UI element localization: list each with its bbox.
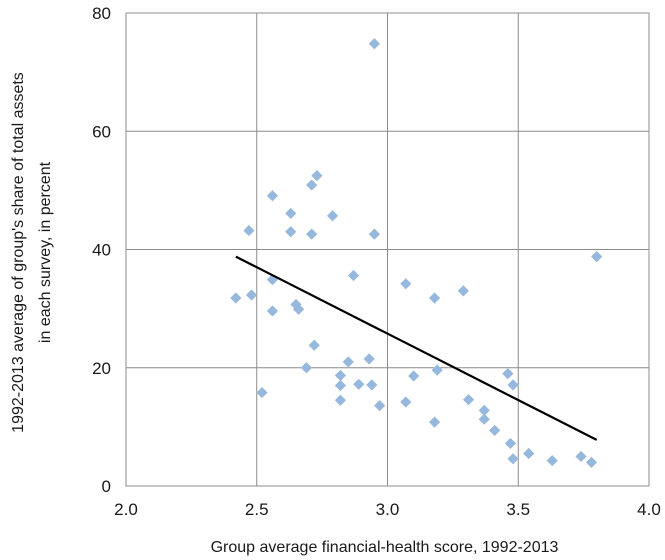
data-point [523,447,535,460]
data-point [266,190,279,202]
data-point [374,399,386,412]
data-point [311,169,323,182]
data-point [285,207,297,220]
x-tick-label: 3.0 [376,500,400,519]
data-point [408,370,420,382]
data-point [431,364,443,376]
data-point [285,226,297,238]
data-point [334,379,347,392]
data-point [300,362,313,374]
y-axis-ticks: 0 20 40 60 80 [92,4,111,496]
data-point [308,339,320,351]
data-point [489,424,501,437]
y-tick-label: 0 [102,477,111,496]
data-point [326,210,339,222]
x-tick-label: 2.5 [245,500,269,519]
data-point [363,353,375,365]
data-point [546,454,558,467]
data-point [290,298,302,311]
data-point [585,456,598,468]
data-point [230,292,242,304]
x-tick-label: 3.5 [506,500,530,519]
data-point [400,396,412,408]
data-point [502,368,514,380]
data-point [428,416,441,428]
data-point [353,378,365,390]
data-point [266,305,279,317]
y-axis-title-line1: 1992-2013 average of group's share of to… [10,72,27,433]
data-point [306,228,318,240]
data-point [400,278,412,290]
data-point [334,394,347,406]
data-point [462,394,475,406]
data-points [230,38,603,468]
plot-frame [125,12,650,487]
x-axis-title: Group average financial-health score, 19… [211,539,559,556]
data-point [366,379,378,391]
data-point [347,269,360,282]
y-tick-label: 80 [92,4,111,23]
data-point [243,224,255,237]
data-point [504,437,517,450]
data-point [334,369,347,382]
data-point [507,453,519,465]
data-point [256,386,268,399]
data-point [591,250,603,263]
data-point [478,413,490,425]
data-point [245,289,258,301]
data-point [507,379,519,391]
data-point [306,179,318,191]
y-tick-label: 20 [92,359,111,378]
x-tick-label: 2.0 [114,500,138,519]
x-tick-label: 4.0 [637,500,661,519]
y-axis-title-line2: in each survey, in percent [37,161,54,343]
data-point [575,450,587,463]
data-point [457,285,469,297]
data-point [368,38,381,50]
y-tick-label: 40 [92,241,111,260]
data-point [342,356,354,368]
x-axis-ticks: 2.0 2.5 3.0 3.5 4.0 [114,500,661,519]
data-point [292,303,305,315]
data-point [428,292,441,304]
y-tick-label: 60 [92,122,111,141]
data-point [478,404,490,416]
trend-line [235,255,598,441]
grid-lines [125,12,650,487]
data-point [368,228,381,240]
